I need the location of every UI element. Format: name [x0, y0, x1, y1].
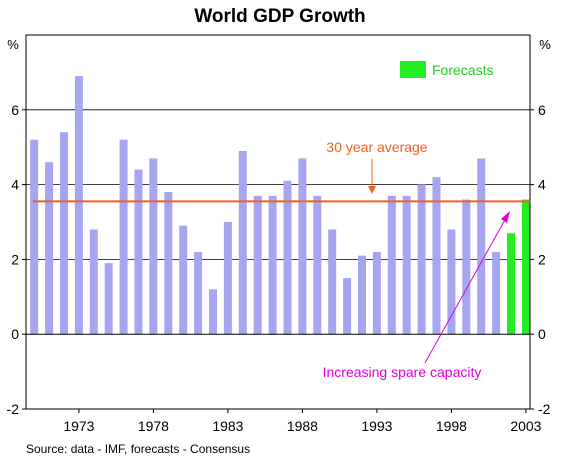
bar [387, 195, 396, 335]
bar [521, 199, 530, 335]
annotation-text: Increasing spare capacity [323, 364, 482, 380]
bar [134, 169, 143, 335]
bar [343, 278, 352, 335]
legend-swatch [400, 61, 426, 78]
bar [238, 150, 247, 335]
chart-title: World GDP Growth [194, 6, 365, 27]
plot-frame [25, 34, 531, 410]
y-tick-label-left: 6 [11, 102, 19, 118]
bar [447, 229, 456, 335]
y-tick-label-left: 0 [11, 326, 19, 342]
legend-label: Forecasts [432, 62, 493, 78]
bar [506, 233, 515, 335]
bar [283, 180, 292, 335]
bar [59, 132, 68, 335]
bar [477, 158, 486, 335]
y-unit-right: % [539, 37, 551, 52]
y-tick-label-left: -2 [7, 401, 20, 417]
y-tick-label-right: 2 [538, 251, 546, 267]
y-tick-label-right: 0 [538, 326, 546, 342]
bar [357, 255, 366, 335]
bar [179, 225, 188, 335]
bar [253, 195, 262, 335]
bar [372, 251, 381, 335]
x-tick-label: 1978 [138, 418, 169, 434]
bar [149, 158, 158, 335]
bar [194, 251, 203, 335]
y-tick-label-left: 2 [11, 251, 19, 267]
bar [89, 229, 98, 335]
y-tick-label-left: 4 [11, 177, 19, 193]
average-arrow-head [368, 186, 376, 194]
bar [432, 177, 441, 335]
average-line-label: 30 year average [326, 139, 427, 155]
x-tick-label: 1993 [361, 418, 392, 434]
x-tick-label: 2003 [510, 418, 541, 434]
bar [104, 263, 113, 335]
x-tick-label: 1983 [212, 418, 243, 434]
bar [74, 76, 83, 335]
y-unit-left: % [7, 37, 19, 52]
bar [298, 158, 307, 335]
annotation-arrow [424, 217, 507, 364]
y-tick-label-right: 4 [538, 177, 546, 193]
bar [492, 251, 501, 335]
bar [223, 222, 232, 335]
x-tick-label: 1988 [287, 418, 318, 434]
y-tick-label-right: 6 [538, 102, 546, 118]
bar [462, 199, 471, 335]
bar [268, 195, 277, 335]
bar [313, 195, 322, 335]
x-tick-label: 1973 [63, 418, 94, 434]
x-tick-label: 1998 [436, 418, 467, 434]
bar [328, 229, 337, 335]
source-note: Source: data - IMF, forecasts - Consensu… [26, 442, 250, 456]
y-tick-label-right: -2 [538, 401, 551, 417]
bar [45, 162, 54, 335]
bar [30, 139, 39, 335]
annotation-arrow-head [501, 211, 510, 223]
bar [119, 139, 128, 335]
bar [402, 195, 411, 335]
bar [208, 289, 217, 335]
bar [164, 192, 173, 335]
bar [417, 184, 426, 335]
